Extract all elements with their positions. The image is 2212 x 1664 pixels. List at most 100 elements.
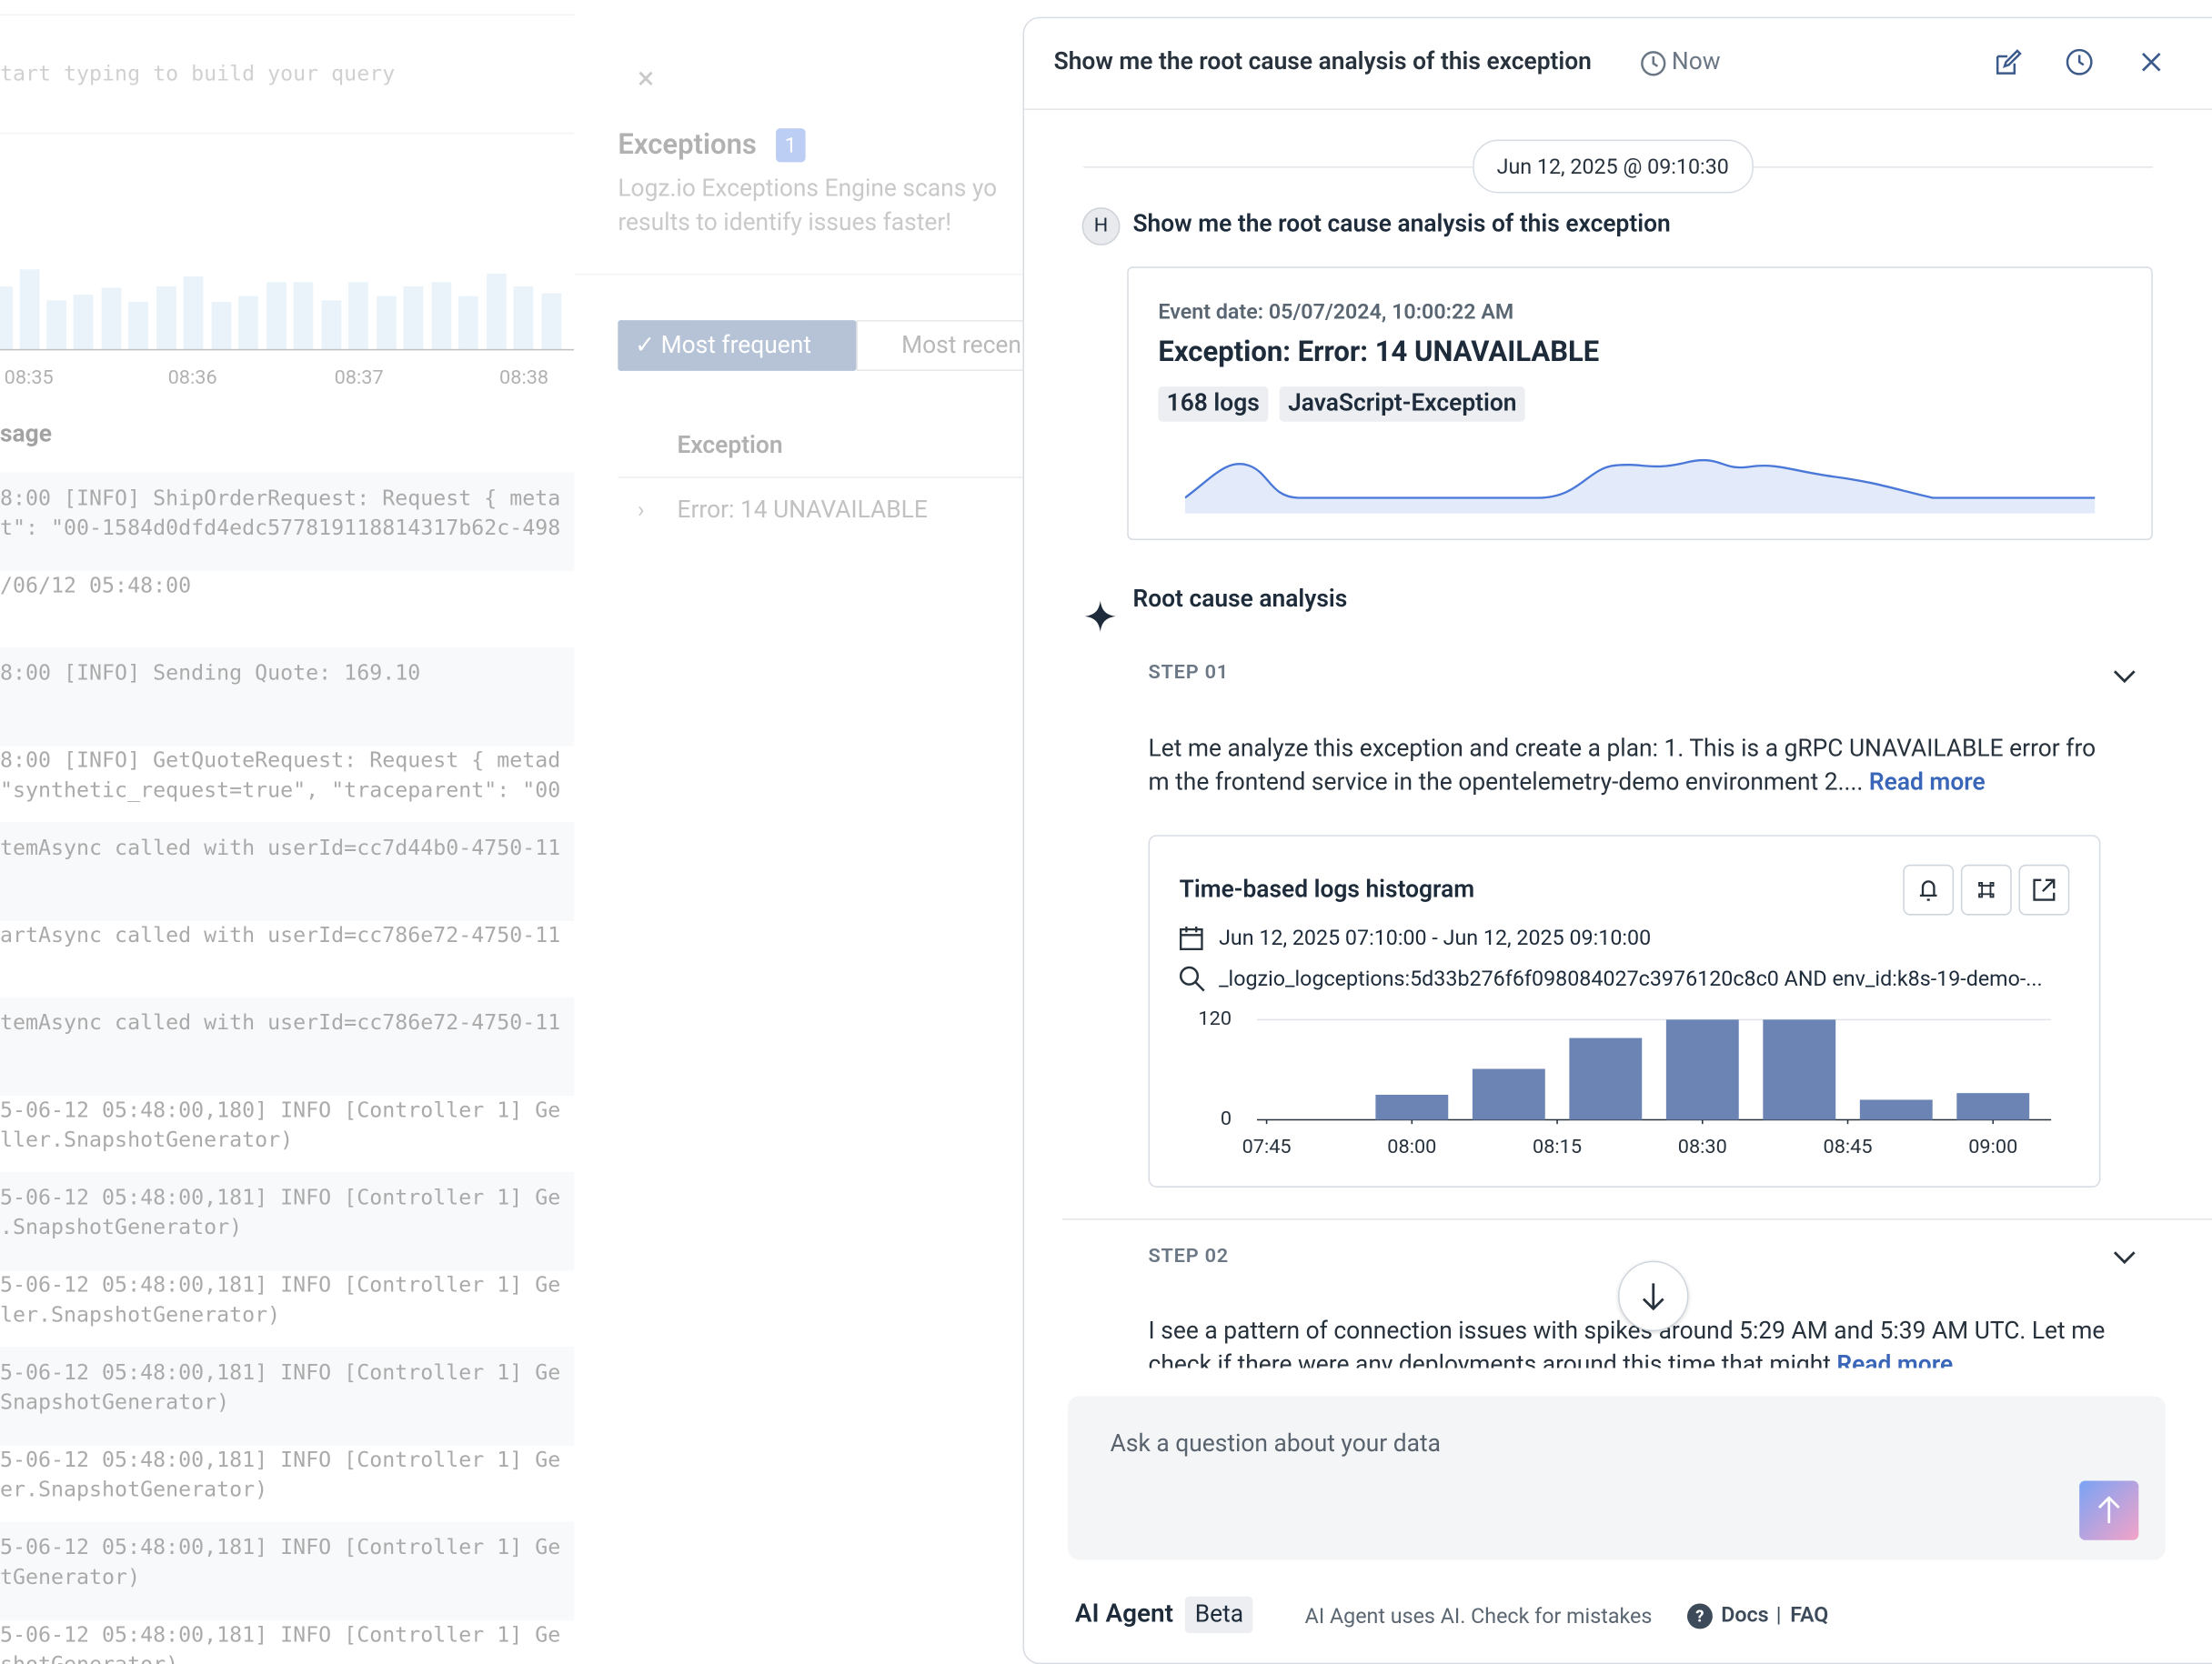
log-row[interactable]: artAsync called with userId=cc786e72-475… [0, 909, 574, 1008]
log-line: .SnapshotGenerator) [0, 1214, 243, 1240]
log-row[interactable]: 8:00 [INFO] Sending Quote: 169.10 [0, 647, 575, 747]
log-row[interactable]: 5-06-12 05:48:00,181] INFO [Controller 1… [0, 1434, 574, 1533]
log-explorer: tart typing to build your query 08:35 08… [0, 0, 575, 1664]
x-tick-label: 08:00 [1387, 1136, 1436, 1158]
expand-icon[interactable]: › [638, 496, 645, 524]
log-line: temAsync called with userId=cc7d44b0-475… [0, 835, 561, 861]
tag: 168 logs [1158, 386, 1269, 422]
send-button[interactable] [2079, 1480, 2139, 1540]
event-card: Event date: 05/07/2024, 10:00:22 AM Exce… [1127, 266, 2153, 541]
exceptions-description: Logz.io Exceptions Engine scans yo resul… [618, 175, 998, 237]
exceptions-title: Exceptions [618, 126, 757, 161]
log-row[interactable]: 5-06-12 05:48:00,180] INFO [Controller 1… [0, 1085, 574, 1184]
logs-histogram: 0 120 07:45 08:00 08:15 08:30 08:45 09:00 [1198, 1007, 2052, 1158]
edit-button[interactable] [1992, 48, 2023, 79]
agent-label: AI Agent [1074, 1599, 1173, 1629]
conversation: Jun 12, 2025 @ 09:10:30 H Show me the ro… [1024, 110, 2212, 1368]
column-header: sage [0, 420, 52, 449]
command-button[interactable] [1960, 864, 2012, 916]
histogram-widget: Time-based logs histogram Jun 12, 2025 0… [1148, 835, 2101, 1188]
log-line: 8:00 [INFO] GetQuoteRequest: Request { m… [0, 747, 561, 773]
x-tick-label: 09:00 [1968, 1136, 2017, 1158]
tab[interactable]: Most recen [856, 320, 1023, 371]
log-line: SnapshotGenerator) [0, 1388, 230, 1415]
close-button[interactable] [2138, 49, 2164, 75]
user-avatar: H [1081, 206, 1121, 246]
alert-button[interactable] [1903, 864, 1955, 916]
tab-label: Most frequent [660, 331, 811, 360]
step-body: I see a pattern of connection issues wit… [1148, 1317, 2106, 1368]
collapse-button[interactable] [2112, 668, 2137, 686]
time-label: 08:38 [499, 366, 549, 390]
docs-link[interactable]: Docs [1721, 1601, 1769, 1628]
log-row[interactable]: /06/12 05:48:00 [0, 560, 574, 659]
faq-link[interactable]: FAQ [1790, 1601, 1829, 1628]
column-header: Exception [677, 431, 783, 460]
question-input[interactable]: Ask a question about your data [1068, 1396, 2166, 1560]
widget-query: _logzio_logceptions:5d33b276f6f098084027… [1219, 966, 2043, 992]
mini-histogram [0, 269, 575, 351]
log-line: tGenerator) [0, 1564, 141, 1589]
read-more[interactable]: Read more [1836, 1350, 1954, 1368]
log-row[interactable]: 8:00 [INFO] GetQuoteRequest: Request { m… [0, 735, 574, 834]
log-row[interactable]: 5-06-12 05:48:00,181] INFO [Controller 1… [0, 1171, 575, 1271]
log-row[interactable]: 8:00 [INFO] ShipOrderRequest: Request { … [0, 472, 575, 572]
x-tick-label: 08:45 [1824, 1136, 1873, 1158]
scroll-down-button[interactable] [1617, 1260, 1689, 1332]
log-row[interactable]: 5-06-12 05:48:00,181] INFO [Controller 1… [0, 1609, 574, 1664]
time-label: 08:36 [167, 366, 217, 390]
bar [1859, 1099, 1933, 1120]
log-line: ler.SnapshotGenerator) [0, 1301, 281, 1328]
log-line: "synthetic_request=true", "traceparent":… [0, 777, 561, 803]
read-more[interactable]: Read more [1868, 768, 1986, 797]
tab-active[interactable]: ✓ Most frequent [618, 320, 857, 371]
open-button[interactable] [2018, 864, 2070, 916]
close-icon[interactable]: × [638, 62, 655, 98]
log-line: artAsync called with userId=cc786e72-475… [0, 922, 561, 948]
bar [1375, 1094, 1449, 1120]
y-tick-label: 0 [1221, 1108, 1232, 1130]
query-input[interactable]: tart typing to build your query [0, 60, 396, 86]
log-line: shotGenerator) [0, 1650, 574, 1664]
log-line: /06/12 05:48:00 [0, 572, 192, 598]
step-label: STEP 02 [1148, 1245, 1229, 1268]
step-body: Let me analyze this exception and create… [1148, 735, 2096, 797]
disclaimer: AI Agent uses AI. Check for mistakes [1304, 1603, 1653, 1629]
sparkle-icon [1084, 600, 1116, 632]
log-line: 5-06-12 05:48:00,181] INFO [Controller 1… [0, 1447, 561, 1473]
user-message: Show me the root cause analysis of this … [1132, 210, 1671, 239]
log-line: t": "00-1584d0dfd4edc577819118814317b62c… [0, 515, 561, 541]
panel-time: Now [1671, 47, 1721, 76]
log-row[interactable]: 5-06-12 05:48:00,181] INFO [Controller 1… [0, 1347, 575, 1446]
log-line: 5-06-12 05:48:00,181] INFO [Controller 1… [0, 1359, 561, 1386]
input-placeholder: Ask a question about your data [1110, 1429, 1441, 1459]
step-label: STEP 01 [1148, 661, 1229, 685]
log-line: temAsync called with userId=cc786e72-475… [0, 1009, 561, 1036]
log-line: 5-06-12 05:48:00,181] INFO [Controller 1… [0, 1534, 561, 1560]
log-row[interactable]: 5-06-12 05:48:00,181] INFO [Controller 1… [0, 1521, 575, 1621]
beta-badge: Beta [1184, 1596, 1253, 1634]
log-row[interactable]: temAsync called with userId=cc786e72-475… [0, 997, 575, 1097]
search-icon [1179, 966, 1205, 992]
collapse-button[interactable] [2112, 1249, 2137, 1267]
history-button[interactable] [2064, 46, 2095, 77]
log-row[interactable]: temAsync called with userId=cc7d44b0-475… [0, 822, 575, 921]
date-chip: Jun 12, 2025 @ 09:10:30 [1473, 139, 1754, 194]
y-tick-label: 120 [1198, 1007, 1232, 1030]
clock-icon [1641, 51, 1666, 76]
tab-label: Most recen [901, 331, 1021, 360]
bar [1763, 1019, 1836, 1120]
time-range: Jun 12, 2025 07:10:00 - Jun 12, 2025 09:… [1219, 925, 1652, 951]
x-tick-label: 07:45 [1242, 1136, 1292, 1158]
step-text: Let me analyze this exception and create… [1149, 732, 2108, 799]
panel-title: Show me the root cause analysis of this … [1053, 47, 1592, 76]
exception-row[interactable]: Error: 14 UNAVAILABLE [677, 496, 928, 525]
log-line: 5-06-12 05:48:00,181] INFO [Controller 1… [0, 1621, 561, 1648]
event-title: Exception: Error: 14 UNAVAILABLE [1158, 334, 1600, 368]
log-row[interactable]: 5-06-12 05:48:00,181] INFO [Controller 1… [0, 1259, 574, 1358]
log-line: ller.SnapshotGenerator) [0, 1127, 294, 1153]
bar [1956, 1093, 2030, 1120]
log-line: 5-06-12 05:48:00,180] INFO [Controller 1… [0, 1097, 561, 1123]
